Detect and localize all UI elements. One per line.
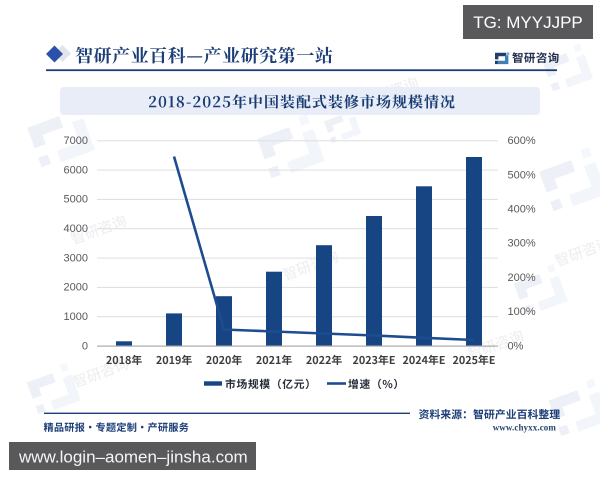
svg-text:600%: 600%: [508, 135, 536, 147]
svg-text:www.login–aomen–jinsha.com: www.login–aomen–jinsha.com: [18, 448, 248, 467]
svg-text:TG: MYYJJPP: TG: MYYJJPP: [473, 13, 583, 32]
svg-text:400%: 400%: [508, 204, 536, 216]
svg-text:5000: 5000: [64, 194, 88, 206]
svg-text:www.chyxx.com: www.chyxx.com: [493, 423, 557, 433]
svg-text:200%: 200%: [508, 272, 536, 284]
svg-text:2000: 2000: [64, 282, 88, 294]
svg-text:0%: 0%: [508, 340, 524, 352]
svg-text:500%: 500%: [508, 169, 536, 181]
svg-text:100%: 100%: [508, 306, 536, 318]
svg-text:6000: 6000: [64, 164, 88, 176]
svg-text:300%: 300%: [508, 238, 536, 250]
svg-text:1000: 1000: [64, 311, 88, 323]
svg-text:3000: 3000: [64, 252, 88, 264]
svg-text:0: 0: [82, 340, 88, 352]
svg-text:7000: 7000: [64, 135, 88, 147]
svg-text:4000: 4000: [64, 223, 88, 235]
